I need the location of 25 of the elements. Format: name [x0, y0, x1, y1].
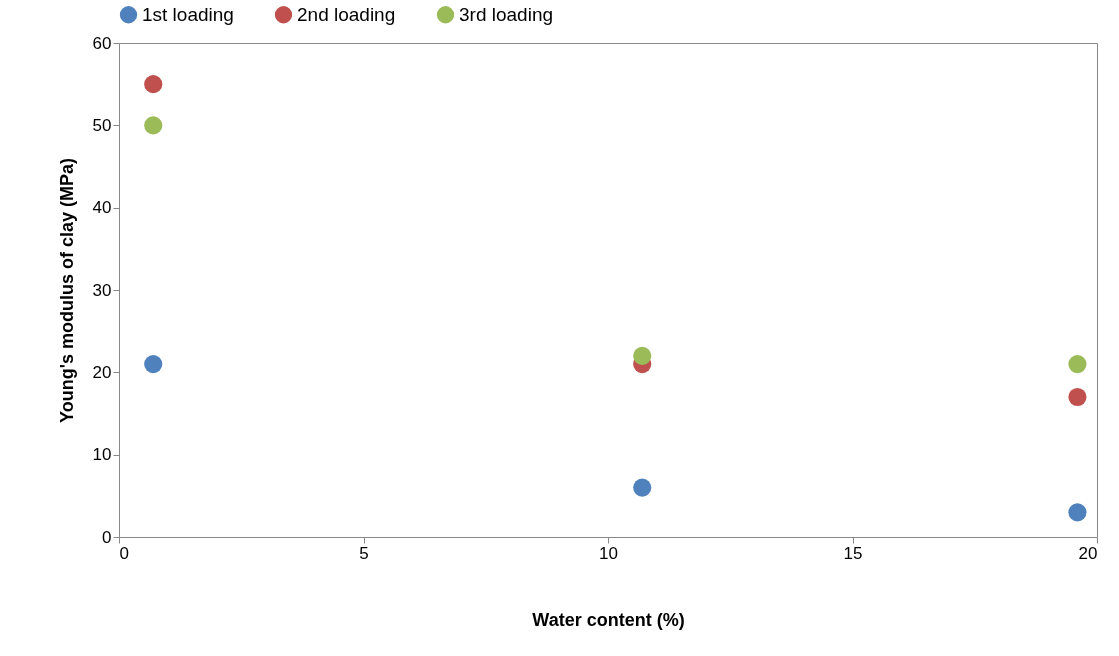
y-tick-label: 40 [92, 198, 112, 218]
point [1068, 503, 1087, 522]
y-tick-label: 50 [92, 115, 112, 135]
point [633, 346, 652, 365]
legend-label: 2nd loading [297, 3, 396, 25]
x-axis-title: Water content (%) [532, 609, 685, 630]
y-axis-title: Young's modulus of clay (MPa) [56, 158, 77, 423]
point [144, 355, 163, 374]
legend-label: 3rd loading [459, 3, 554, 25]
y-tick-label: 10 [92, 445, 112, 465]
point [144, 75, 163, 94]
point [144, 116, 163, 135]
x-tick-label: 15 [843, 543, 863, 563]
y-tick-label: 20 [92, 362, 112, 382]
x-tick-label: 5 [359, 543, 369, 563]
point [633, 478, 652, 497]
y-tick-label: 0 [102, 527, 112, 547]
x-tick-label: 10 [599, 543, 618, 563]
point [1068, 355, 1087, 374]
x-tick-label: 0 [119, 543, 129, 563]
point [1068, 387, 1087, 407]
y-tick-label: 60 [92, 33, 112, 53]
x-tick-label: 20 [1078, 543, 1098, 563]
y-tick-label: 30 [92, 280, 112, 300]
legend-label: 1st loading [142, 3, 234, 25]
